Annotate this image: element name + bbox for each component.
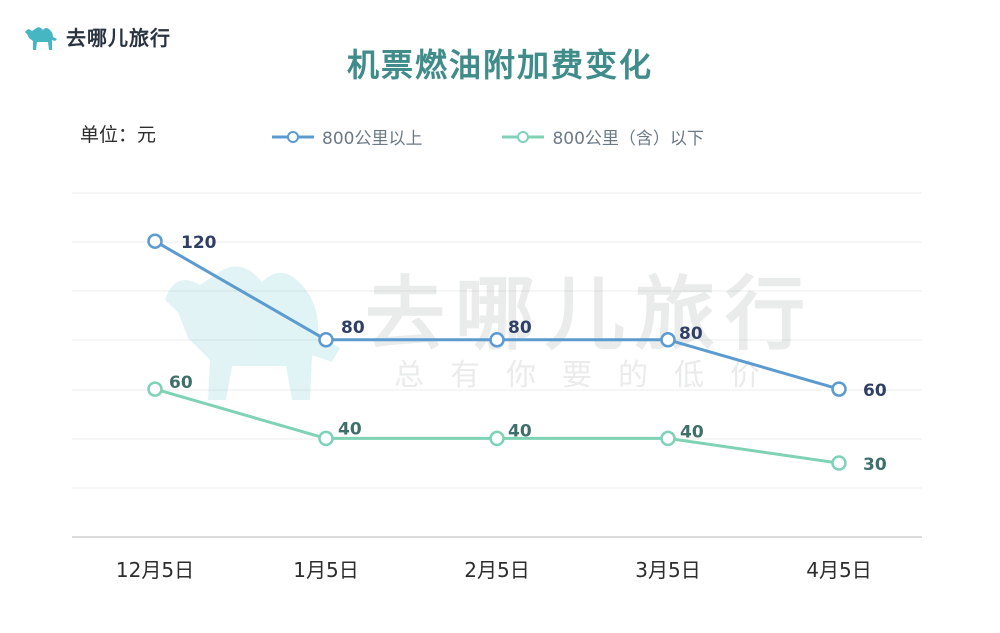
data-label-below: 60 [169, 373, 193, 393]
data-point-below [489, 430, 505, 447]
series-above: 120 80 80 80 60 [147, 233, 887, 401]
data-label-below: 40 [338, 419, 362, 439]
legend-line-marker-blue [272, 130, 314, 143]
chart-title: 机票燃油附加费变化 [346, 46, 653, 84]
data-label-above: 120 [181, 233, 217, 253]
data-label-below: 40 [508, 421, 532, 441]
legend-item-below-800km: 800公里（含）以下 [502, 124, 704, 149]
data-label-below: 40 [680, 422, 704, 442]
data-label-above: 80 [508, 318, 532, 338]
x-tick-label: 2月5日 [464, 558, 529, 582]
legend-line-marker-green [502, 130, 545, 143]
watermark-text: 去哪儿旅行 [365, 268, 815, 361]
data-point-above [489, 332, 505, 348]
legend-label-below-800km: 800公里（含）以下 [552, 129, 704, 149]
x-tick-label: 4月5日 [806, 558, 871, 582]
watermark-subtext: 总有你要的低价 [394, 358, 786, 393]
data-point-above [660, 332, 676, 348]
data-label-above: 80 [341, 318, 365, 338]
legend-label-above-800km: 800公里以上 [322, 129, 423, 149]
data-point-below [831, 455, 847, 471]
camel-icon [25, 26, 57, 50]
series-line-below [154, 387, 840, 465]
watermark: 去哪儿旅行 总有你要的低价 [165, 266, 815, 400]
data-label-above: 60 [863, 381, 887, 401]
data-point-above [318, 332, 334, 348]
legend-item-above-800km: 800公里以上 [272, 124, 422, 149]
watermark-camel-icon [165, 266, 340, 400]
data-label-above: 80 [679, 324, 703, 344]
x-axis: 12月5日 1月5日 2月5日 3月5日 4月5日 [72, 536, 922, 582]
brand-logo: 去哪儿旅行 [22, 22, 171, 51]
series-layer: 120 80 80 80 60 60 40 40 40 30 [147, 233, 887, 475]
data-point-below [147, 381, 163, 397]
unit-label: 单位：元 [80, 124, 157, 146]
x-tick-label: 1月5日 [293, 558, 358, 582]
data-point-below [318, 430, 334, 447]
x-tick-label: 12月5日 [116, 558, 194, 582]
data-label-below: 30 [863, 455, 887, 475]
data-point-below [660, 430, 676, 447]
data-point-above [831, 381, 847, 397]
data-point-above [147, 233, 163, 249]
series-below: 60 40 40 40 30 [147, 373, 887, 475]
x-tick-label: 3月5日 [635, 558, 700, 582]
brand-name: 去哪儿旅行 [66, 26, 171, 50]
chart-legend: 800公里以上 800公里（含）以下 [272, 124, 704, 149]
